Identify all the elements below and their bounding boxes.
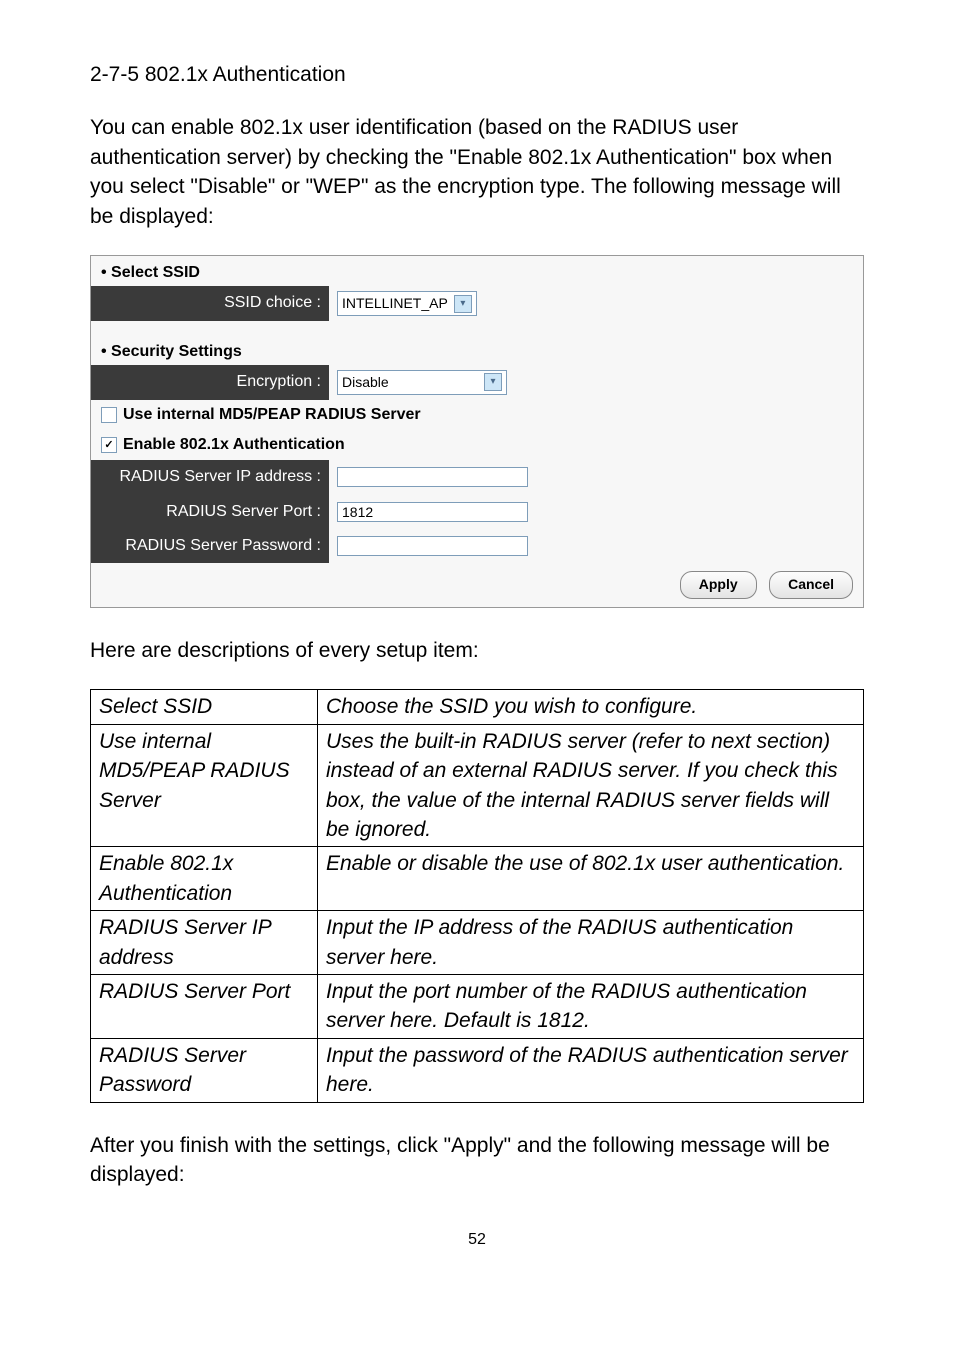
table-cell-key: Use internal MD5/PEAP RADIUS Server — [91, 724, 318, 847]
apply-button[interactable]: Apply — [680, 571, 757, 599]
table-cell-key: Enable 802.1x Authentication — [91, 847, 318, 911]
radius-port-label: RADIUS Server Port : — [91, 495, 329, 529]
table-cell-val: Choose the SSID you wish to configure. — [318, 690, 864, 724]
radius-pw-input[interactable] — [337, 536, 528, 556]
security-settings-header: Security Settings — [91, 335, 863, 365]
table-row: RADIUS Server Password Input the passwor… — [91, 1038, 864, 1102]
page-number: 52 — [90, 1229, 864, 1251]
table-row: RADIUS Server IP address Input the IP ad… — [91, 911, 864, 975]
table-cell-val: Input the port number of the RADIUS auth… — [318, 974, 864, 1038]
ssid-choice-label: SSID choice : — [91, 286, 329, 320]
enable-8021x-row: ✓ Enable 802.1x Authentication — [91, 430, 863, 460]
table-row: Select SSID Choose the SSID you wish to … — [91, 690, 864, 724]
intro-paragraph: You can enable 802.1x user identificatio… — [90, 113, 864, 231]
select-ssid-header: Select SSID — [91, 256, 863, 286]
ssid-choice-row: SSID choice : INTELLINET_AP ▾ — [91, 286, 863, 320]
table-row: RADIUS Server Port Input the port number… — [91, 974, 864, 1038]
button-row: Apply Cancel — [91, 563, 863, 607]
ssid-choice-select[interactable]: INTELLINET_AP ▾ — [337, 291, 477, 317]
radius-ip-input[interactable] — [337, 467, 528, 487]
table-cell-key: Select SSID — [91, 690, 318, 724]
encryption-row: Encryption : Disable ▾ — [91, 365, 863, 399]
descriptions-table: Select SSID Choose the SSID you wish to … — [90, 689, 864, 1102]
table-cell-val: Input the password of the RADIUS authent… — [318, 1038, 864, 1102]
table-cell-val: Input the IP address of the RADIUS authe… — [318, 911, 864, 975]
table-cell-key: RADIUS Server Password — [91, 1038, 318, 1102]
enable-8021x-label: Enable 802.1x Authentication — [123, 434, 345, 456]
chevron-down-icon: ▾ — [484, 373, 502, 391]
encryption-select[interactable]: Disable ▾ — [337, 370, 507, 396]
chevron-down-icon: ▾ — [454, 295, 472, 313]
ssid-choice-value: INTELLINET_AP — [342, 294, 448, 314]
radius-port-input[interactable] — [337, 502, 528, 522]
table-cell-val: Uses the built-in RADIUS server (refer t… — [318, 724, 864, 847]
descriptions-intro: Here are descriptions of every setup ite… — [90, 636, 864, 665]
encryption-label: Encryption : — [91, 365, 329, 399]
table-cell-val: Enable or disable the use of 802.1x user… — [318, 847, 864, 911]
use-internal-label: Use internal MD5/PEAP RADIUS Server — [123, 404, 421, 426]
radius-pw-row: RADIUS Server Password : — [91, 529, 863, 563]
use-internal-row: Use internal MD5/PEAP RADIUS Server — [91, 400, 863, 430]
table-cell-key: RADIUS Server Port — [91, 974, 318, 1038]
table-cell-key: RADIUS Server IP address — [91, 911, 318, 975]
radius-ip-label: RADIUS Server IP address : — [91, 460, 329, 494]
cancel-button[interactable]: Cancel — [769, 571, 853, 599]
table-row: Use internal MD5/PEAP RADIUS Server Uses… — [91, 724, 864, 847]
settings-panel: Select SSID SSID choice : INTELLINET_AP … — [90, 255, 864, 608]
radius-ip-row: RADIUS Server IP address : — [91, 460, 863, 494]
radius-port-row: RADIUS Server Port : — [91, 495, 863, 529]
table-row: Enable 802.1x Authentication Enable or d… — [91, 847, 864, 911]
encryption-value: Disable — [342, 373, 389, 393]
radius-pw-label: RADIUS Server Password : — [91, 529, 329, 563]
section-title: 2-7-5 802.1x Authentication — [90, 60, 864, 89]
use-internal-checkbox[interactable] — [101, 407, 117, 423]
enable-8021x-checkbox[interactable]: ✓ — [101, 437, 117, 453]
closing-paragraph: After you finish with the settings, clic… — [90, 1131, 864, 1190]
